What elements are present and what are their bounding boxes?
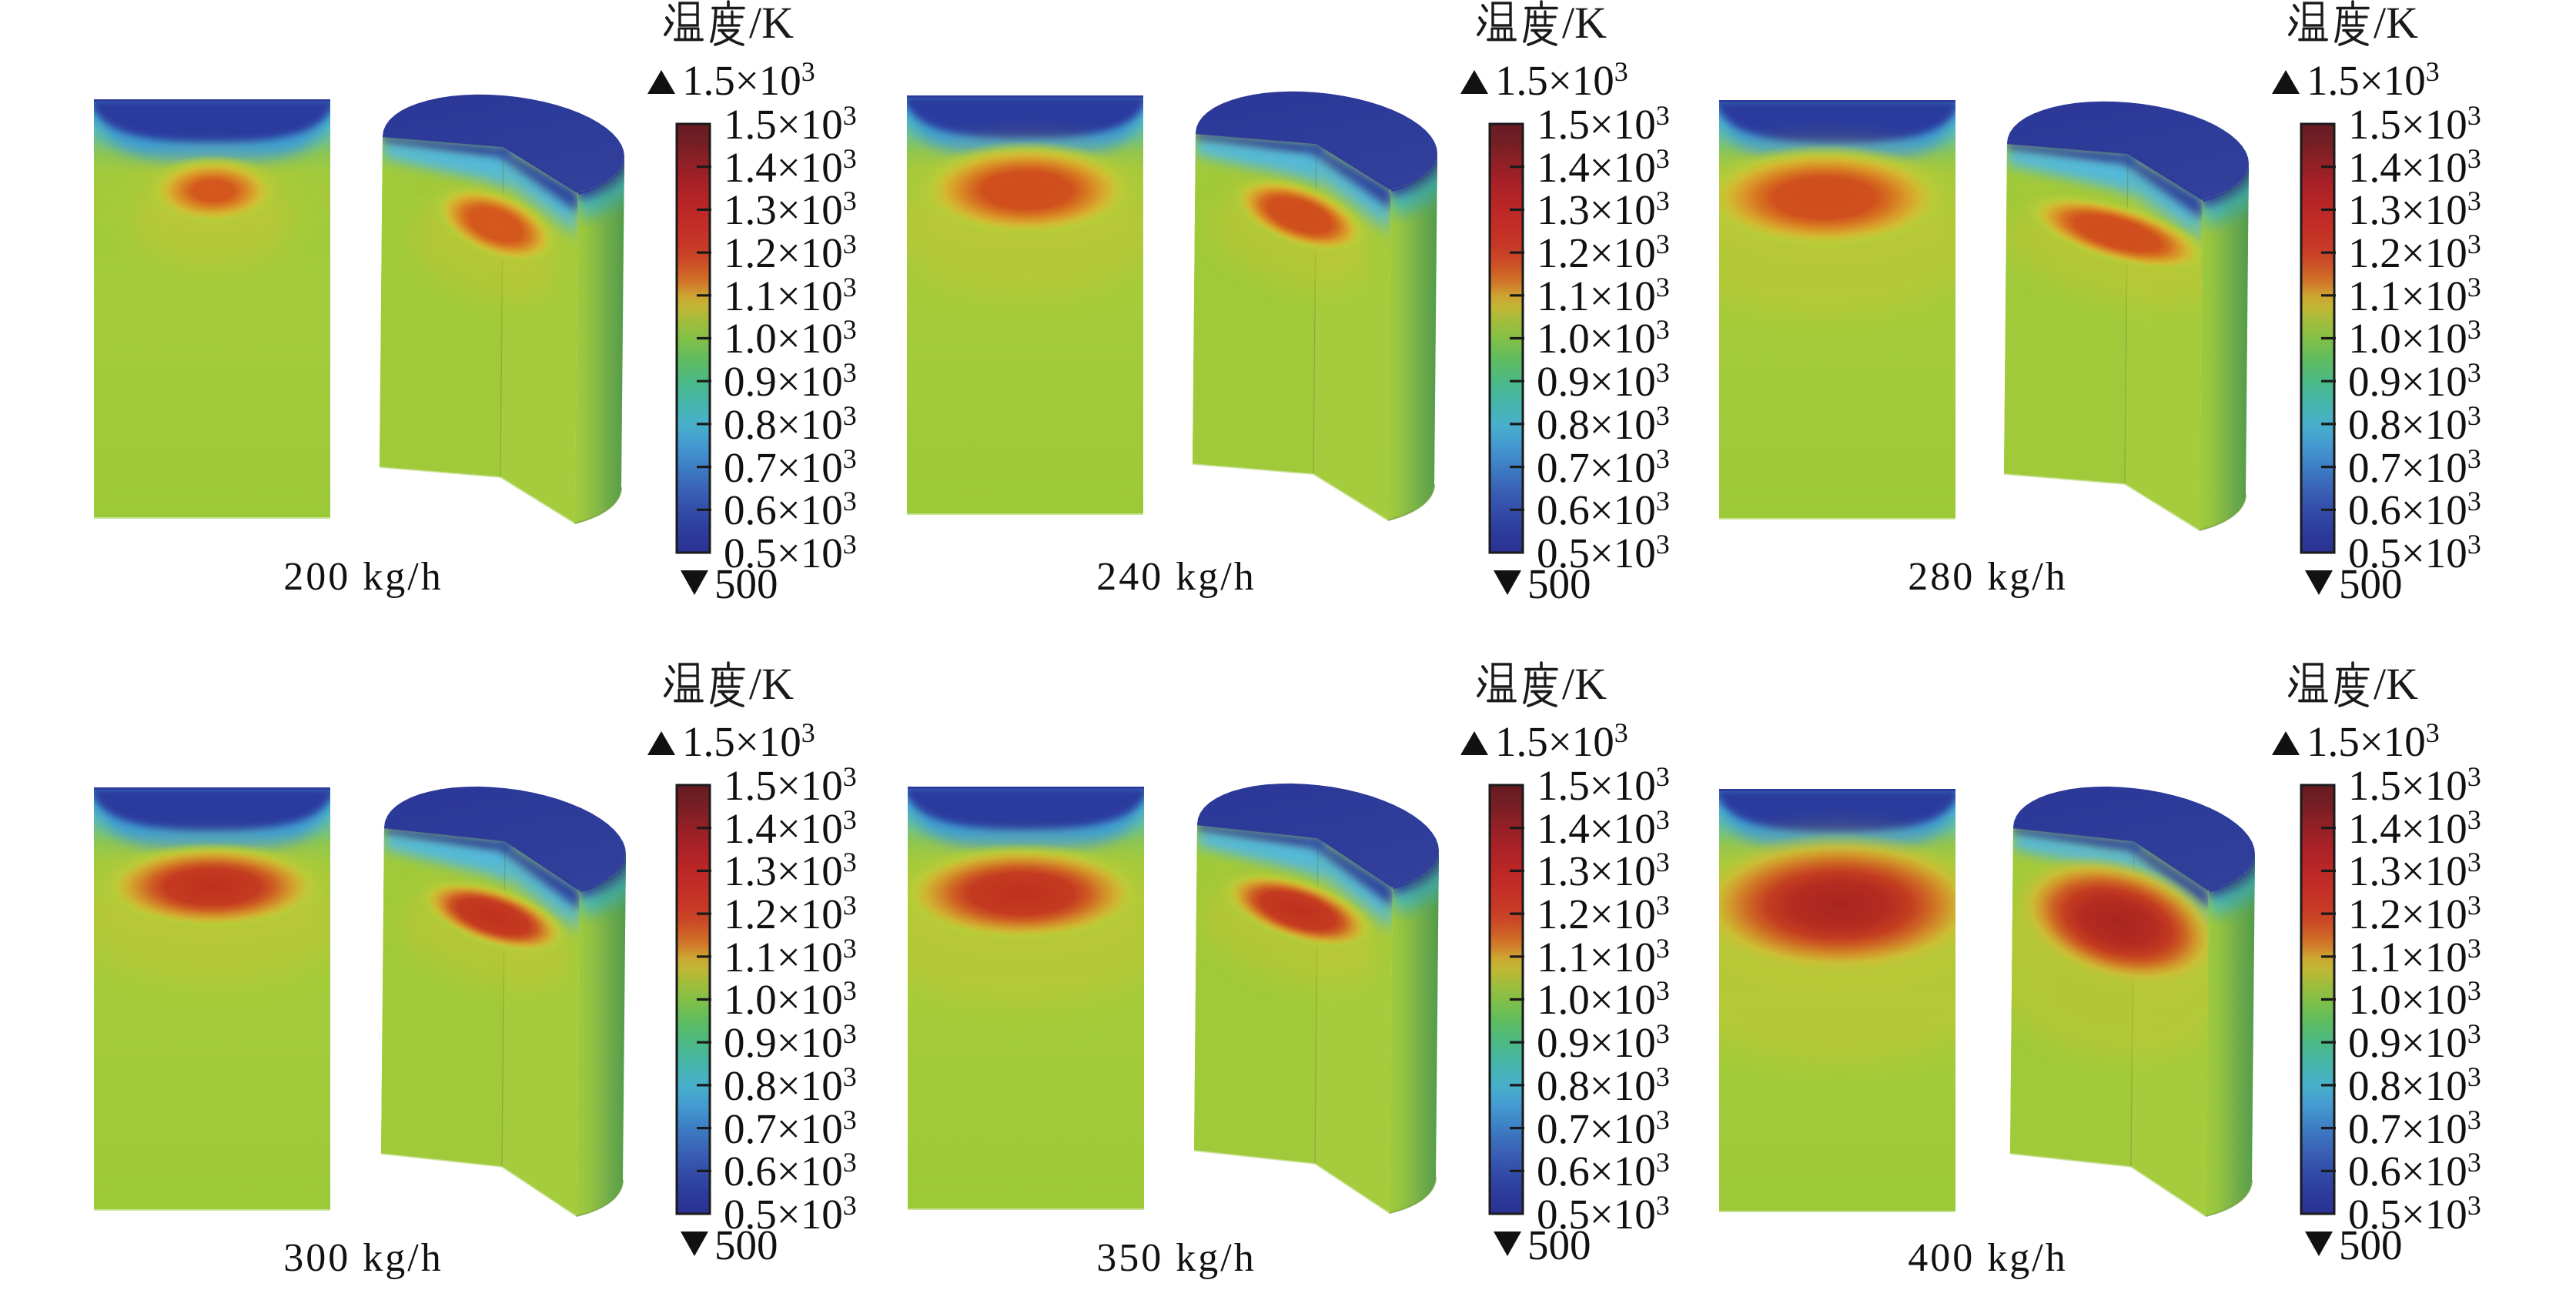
svg-text:400 kg/h: 400 kg/h — [1908, 1236, 2067, 1280]
svg-text:240 kg/h: 240 kg/h — [1096, 555, 1256, 599]
svg-text:200 kg/h: 200 kg/h — [283, 555, 443, 599]
svg-text:280 kg/h: 280 kg/h — [1908, 555, 2067, 599]
svg-text:300 kg/h: 300 kg/h — [283, 1236, 443, 1280]
svg-text:350 kg/h: 350 kg/h — [1096, 1236, 1256, 1280]
